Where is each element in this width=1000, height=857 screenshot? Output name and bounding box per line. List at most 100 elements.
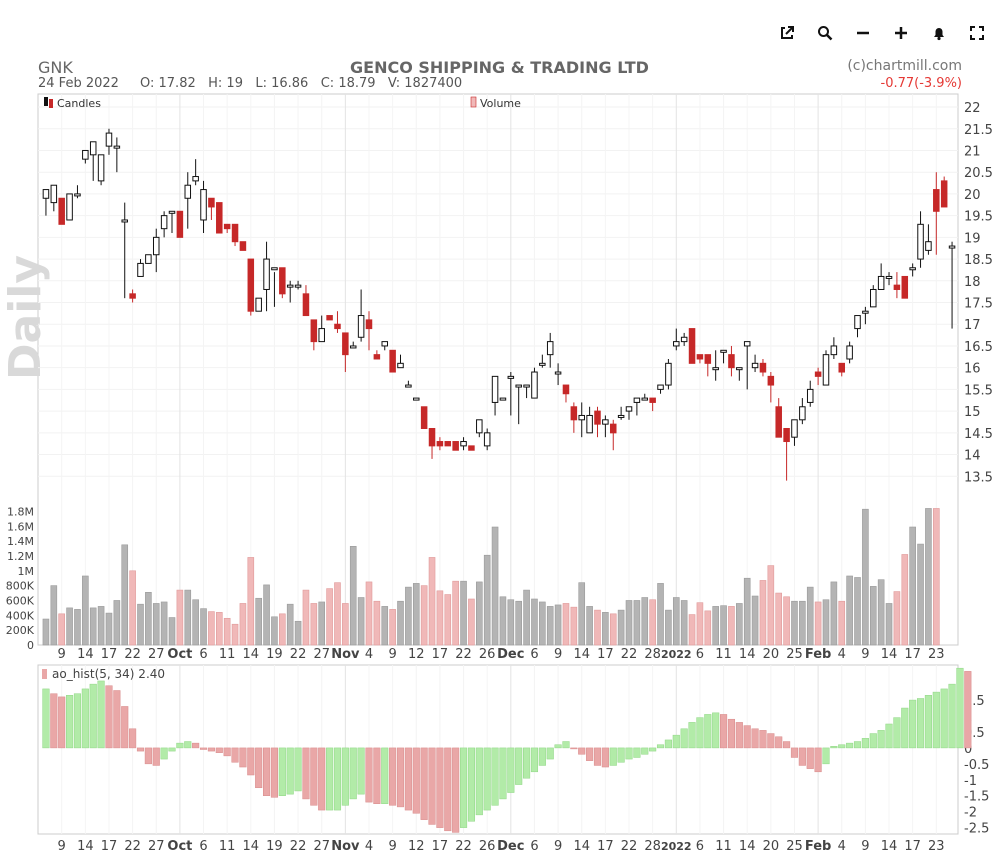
volume-bar: [799, 600, 806, 646]
candle-body: [413, 397, 420, 401]
ao-bar: [609, 747, 617, 766]
candle-body: [688, 328, 696, 364]
ao-bar: [806, 747, 814, 769]
volume-bar: [129, 570, 136, 646]
x-tick-label: 25: [786, 647, 803, 662]
ao-bar: [783, 741, 791, 749]
zoom-icon[interactable]: [816, 24, 834, 42]
candle-body: [349, 345, 357, 349]
volume-bar: [200, 608, 207, 646]
volume-bar: [775, 592, 783, 646]
ao-bar: [152, 747, 160, 766]
x-tick-label: 17: [904, 647, 921, 662]
x-tick-label: 17: [904, 839, 921, 854]
candle-body: [554, 371, 562, 375]
volume-bar: [389, 609, 396, 646]
candle-body: [712, 367, 719, 371]
volume-bar: [42, 618, 50, 646]
candle-body: [50, 184, 58, 204]
ao-bar: [278, 747, 286, 796]
candle-body: [633, 397, 641, 403]
ao-bar: [452, 747, 460, 833]
ao-bar: [909, 699, 917, 749]
volume-bar: [846, 575, 853, 646]
candle-body: [586, 414, 593, 434]
notification-badge-blue[interactable]: 7: [42, 21, 52, 37]
x-tick-label: 20: [763, 647, 780, 662]
volume-bar: [255, 597, 262, 646]
ao-bar: [830, 746, 838, 749]
zoom-out-icon[interactable]: [854, 24, 872, 42]
candle-body: [720, 349, 727, 353]
alert-bell-icon[interactable]: [930, 24, 948, 42]
price-tick-label: 16: [964, 362, 981, 377]
candle-body: [239, 241, 247, 251]
zoom-in-icon[interactable]: [892, 24, 910, 42]
ao-bar: [727, 718, 735, 749]
x-tick-label: 6: [199, 839, 207, 854]
x-tick-label: 22: [124, 647, 141, 662]
ao-bar: [696, 717, 704, 749]
ao-bar: [767, 733, 775, 749]
candle-body: [775, 406, 782, 438]
candle-body: [200, 189, 207, 221]
x-tick-label: Nov: [331, 647, 360, 662]
candle-body: [862, 310, 869, 314]
volume-bar: [554, 604, 562, 646]
candle-body: [649, 397, 656, 403]
volume-bar: [885, 603, 893, 646]
ao-bar: [861, 738, 869, 749]
x-tick-label: 9: [861, 647, 869, 662]
notification-badge-red[interactable]: 3: [80, 21, 90, 37]
volume-tick-label: 1.8M: [7, 505, 34, 518]
x-tick-label: 6: [696, 647, 704, 662]
candle-body: [680, 336, 688, 343]
volume-bar: [751, 595, 759, 646]
ao-bar: [247, 747, 255, 776]
ao-bar: [751, 728, 759, 749]
candle-body: [247, 258, 255, 312]
volume-bar: [137, 603, 144, 646]
ao-bar: [877, 730, 885, 749]
x-tick-label: 23: [928, 647, 945, 662]
candle-body: [925, 241, 932, 251]
ao-bar: [310, 747, 318, 806]
ao-bar: [491, 747, 499, 806]
volume-bar: [759, 580, 767, 646]
volume-bar: [279, 613, 286, 646]
x-tick-label: 22: [124, 839, 141, 854]
candle-body: [208, 197, 215, 208]
ao-bar: [641, 747, 649, 755]
volume-bar: [728, 606, 735, 646]
ao-bar: [459, 747, 468, 828]
candle-body: [271, 267, 278, 271]
ao-bar: [58, 696, 66, 749]
candles-legend: Candles: [57, 97, 101, 110]
volume-bar: [641, 597, 649, 646]
external-link-icon[interactable]: [778, 24, 796, 42]
x-tick-label: 27: [313, 839, 330, 854]
volume-bar: [672, 597, 680, 646]
ohlcv-readout: O: 17.82 H: 19 L: 16.86 C: 18.79 V: 1827…: [140, 76, 463, 91]
volume-legend-icon: [470, 96, 477, 108]
ao-bar: [743, 725, 751, 749]
ao-bar: [129, 728, 137, 749]
x-tick-label: 14: [573, 647, 590, 662]
ao-bar: [515, 747, 523, 785]
candle-body: [783, 427, 790, 443]
x-tick-label: 6: [530, 647, 538, 662]
candle-body: [476, 419, 483, 434]
volume-bar: [428, 557, 436, 646]
ao-bar: [593, 747, 602, 766]
ao-bar: [601, 747, 609, 768]
candle-body: [799, 406, 806, 421]
x-tick-label: 22: [290, 839, 307, 854]
volume-legend: Volume: [480, 97, 521, 110]
x-tick-label: 4: [838, 647, 846, 662]
x-tick-label: 9: [861, 839, 869, 854]
volume-bar: [649, 599, 656, 646]
fullscreen-icon[interactable]: [968, 24, 986, 42]
volume-bar: [562, 603, 570, 646]
x-tick-label: 6: [696, 839, 704, 854]
